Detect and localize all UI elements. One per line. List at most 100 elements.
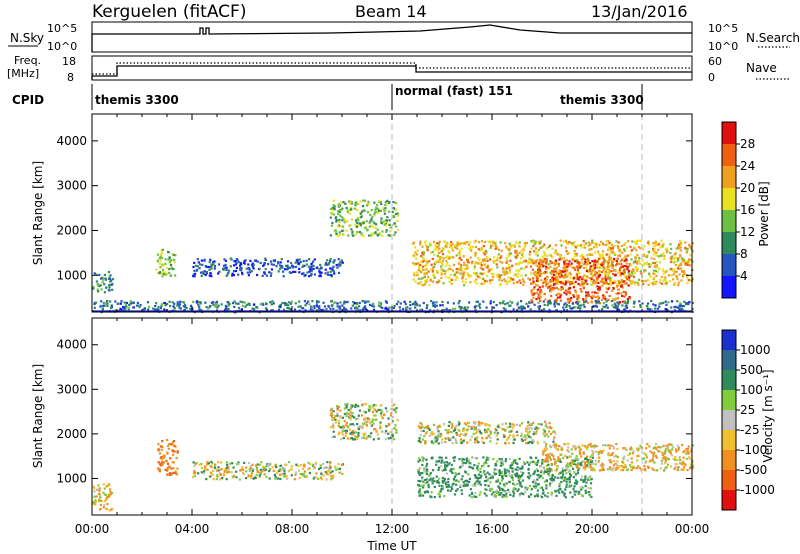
data-cell (430, 433, 433, 436)
data-cell (450, 282, 453, 285)
data-cell (621, 304, 624, 307)
data-cell (264, 307, 268, 310)
data-cell (523, 267, 526, 270)
data-cell (584, 446, 587, 449)
data-cell (387, 432, 390, 435)
data-cell (486, 264, 490, 267)
data-cell (535, 463, 538, 466)
data-cell (681, 304, 684, 307)
data-cell (490, 244, 493, 247)
data-cell (253, 308, 256, 311)
data-cell (634, 256, 637, 259)
data-cell (683, 449, 686, 452)
data-cell (422, 251, 425, 254)
data-cell (666, 249, 669, 252)
data-cell (634, 281, 637, 284)
data-cell (655, 264, 658, 267)
data-cell (593, 246, 596, 249)
data-cell (391, 420, 394, 423)
data-cell (418, 484, 421, 487)
data-cell (548, 456, 551, 459)
data-cell (648, 445, 651, 448)
data-cell (356, 423, 359, 426)
data-cell (355, 417, 358, 421)
data-cell (393, 222, 396, 225)
data-cell (532, 262, 535, 265)
data-cell (307, 461, 310, 464)
data-cell (651, 451, 654, 454)
data-cell (295, 463, 298, 466)
data-cell (578, 304, 581, 307)
data-cell (394, 208, 397, 211)
data-cell (450, 278, 454, 281)
data-cell (527, 277, 530, 280)
data-cell (230, 471, 233, 474)
data-cell (485, 458, 488, 461)
data-cell (331, 414, 334, 417)
data-cell (498, 283, 501, 287)
data-cell (669, 243, 672, 246)
data-cell (496, 480, 499, 483)
data-cell (583, 278, 586, 281)
data-cell (626, 278, 629, 281)
data-cell (512, 308, 515, 311)
data-cell (547, 430, 550, 433)
data-cell (602, 449, 605, 452)
data-cell (358, 301, 361, 305)
data-cell (481, 272, 484, 275)
data-cell (269, 274, 272, 277)
data-cell (442, 468, 446, 472)
data-cell (365, 402, 368, 405)
data-cell (162, 270, 165, 273)
data-cell (356, 437, 359, 441)
data-cell (129, 302, 132, 305)
data-cell (204, 465, 207, 468)
data-cell (223, 468, 226, 471)
data-cell (521, 252, 524, 255)
data-cell (166, 452, 169, 455)
data-cell (620, 280, 623, 283)
data-cell (630, 274, 633, 277)
data-cell (93, 306, 96, 309)
data-cell (431, 250, 434, 254)
data-cell (332, 426, 335, 429)
data-cell (359, 224, 362, 227)
data-cell (138, 306, 141, 309)
data-cell (542, 449, 545, 452)
data-cell (612, 273, 615, 276)
data-cell (255, 466, 258, 469)
data-cell (610, 277, 613, 280)
data-cell (330, 476, 333, 479)
freq-panel-frame (91, 55, 693, 81)
data-cell (550, 427, 553, 430)
data-cell (503, 468, 506, 471)
data-cell (209, 465, 212, 468)
data-cell (667, 443, 670, 446)
data-cell (302, 472, 305, 475)
data-cell (658, 261, 661, 264)
data-cell (242, 473, 245, 476)
data-cell (518, 457, 521, 460)
data-cell (97, 484, 100, 487)
data-cell (487, 484, 490, 487)
data-cell (687, 260, 690, 263)
data-cell (658, 450, 661, 453)
data-cell (219, 478, 222, 481)
data-cell (509, 466, 512, 469)
data-cell (332, 307, 335, 310)
data-cell (584, 491, 587, 495)
data-cell (354, 219, 358, 222)
data-cell (666, 251, 669, 254)
data-cell (621, 258, 624, 261)
data-cell (212, 263, 215, 266)
data-cell (193, 275, 196, 278)
data-cell (342, 430, 345, 433)
data-cell (434, 435, 437, 438)
data-cell (570, 463, 573, 466)
data-cell (199, 302, 202, 305)
data-cell (565, 303, 569, 307)
data-cell (634, 272, 637, 275)
data-cell (353, 438, 356, 441)
data-cell (164, 258, 167, 261)
data-cell (373, 201, 376, 204)
